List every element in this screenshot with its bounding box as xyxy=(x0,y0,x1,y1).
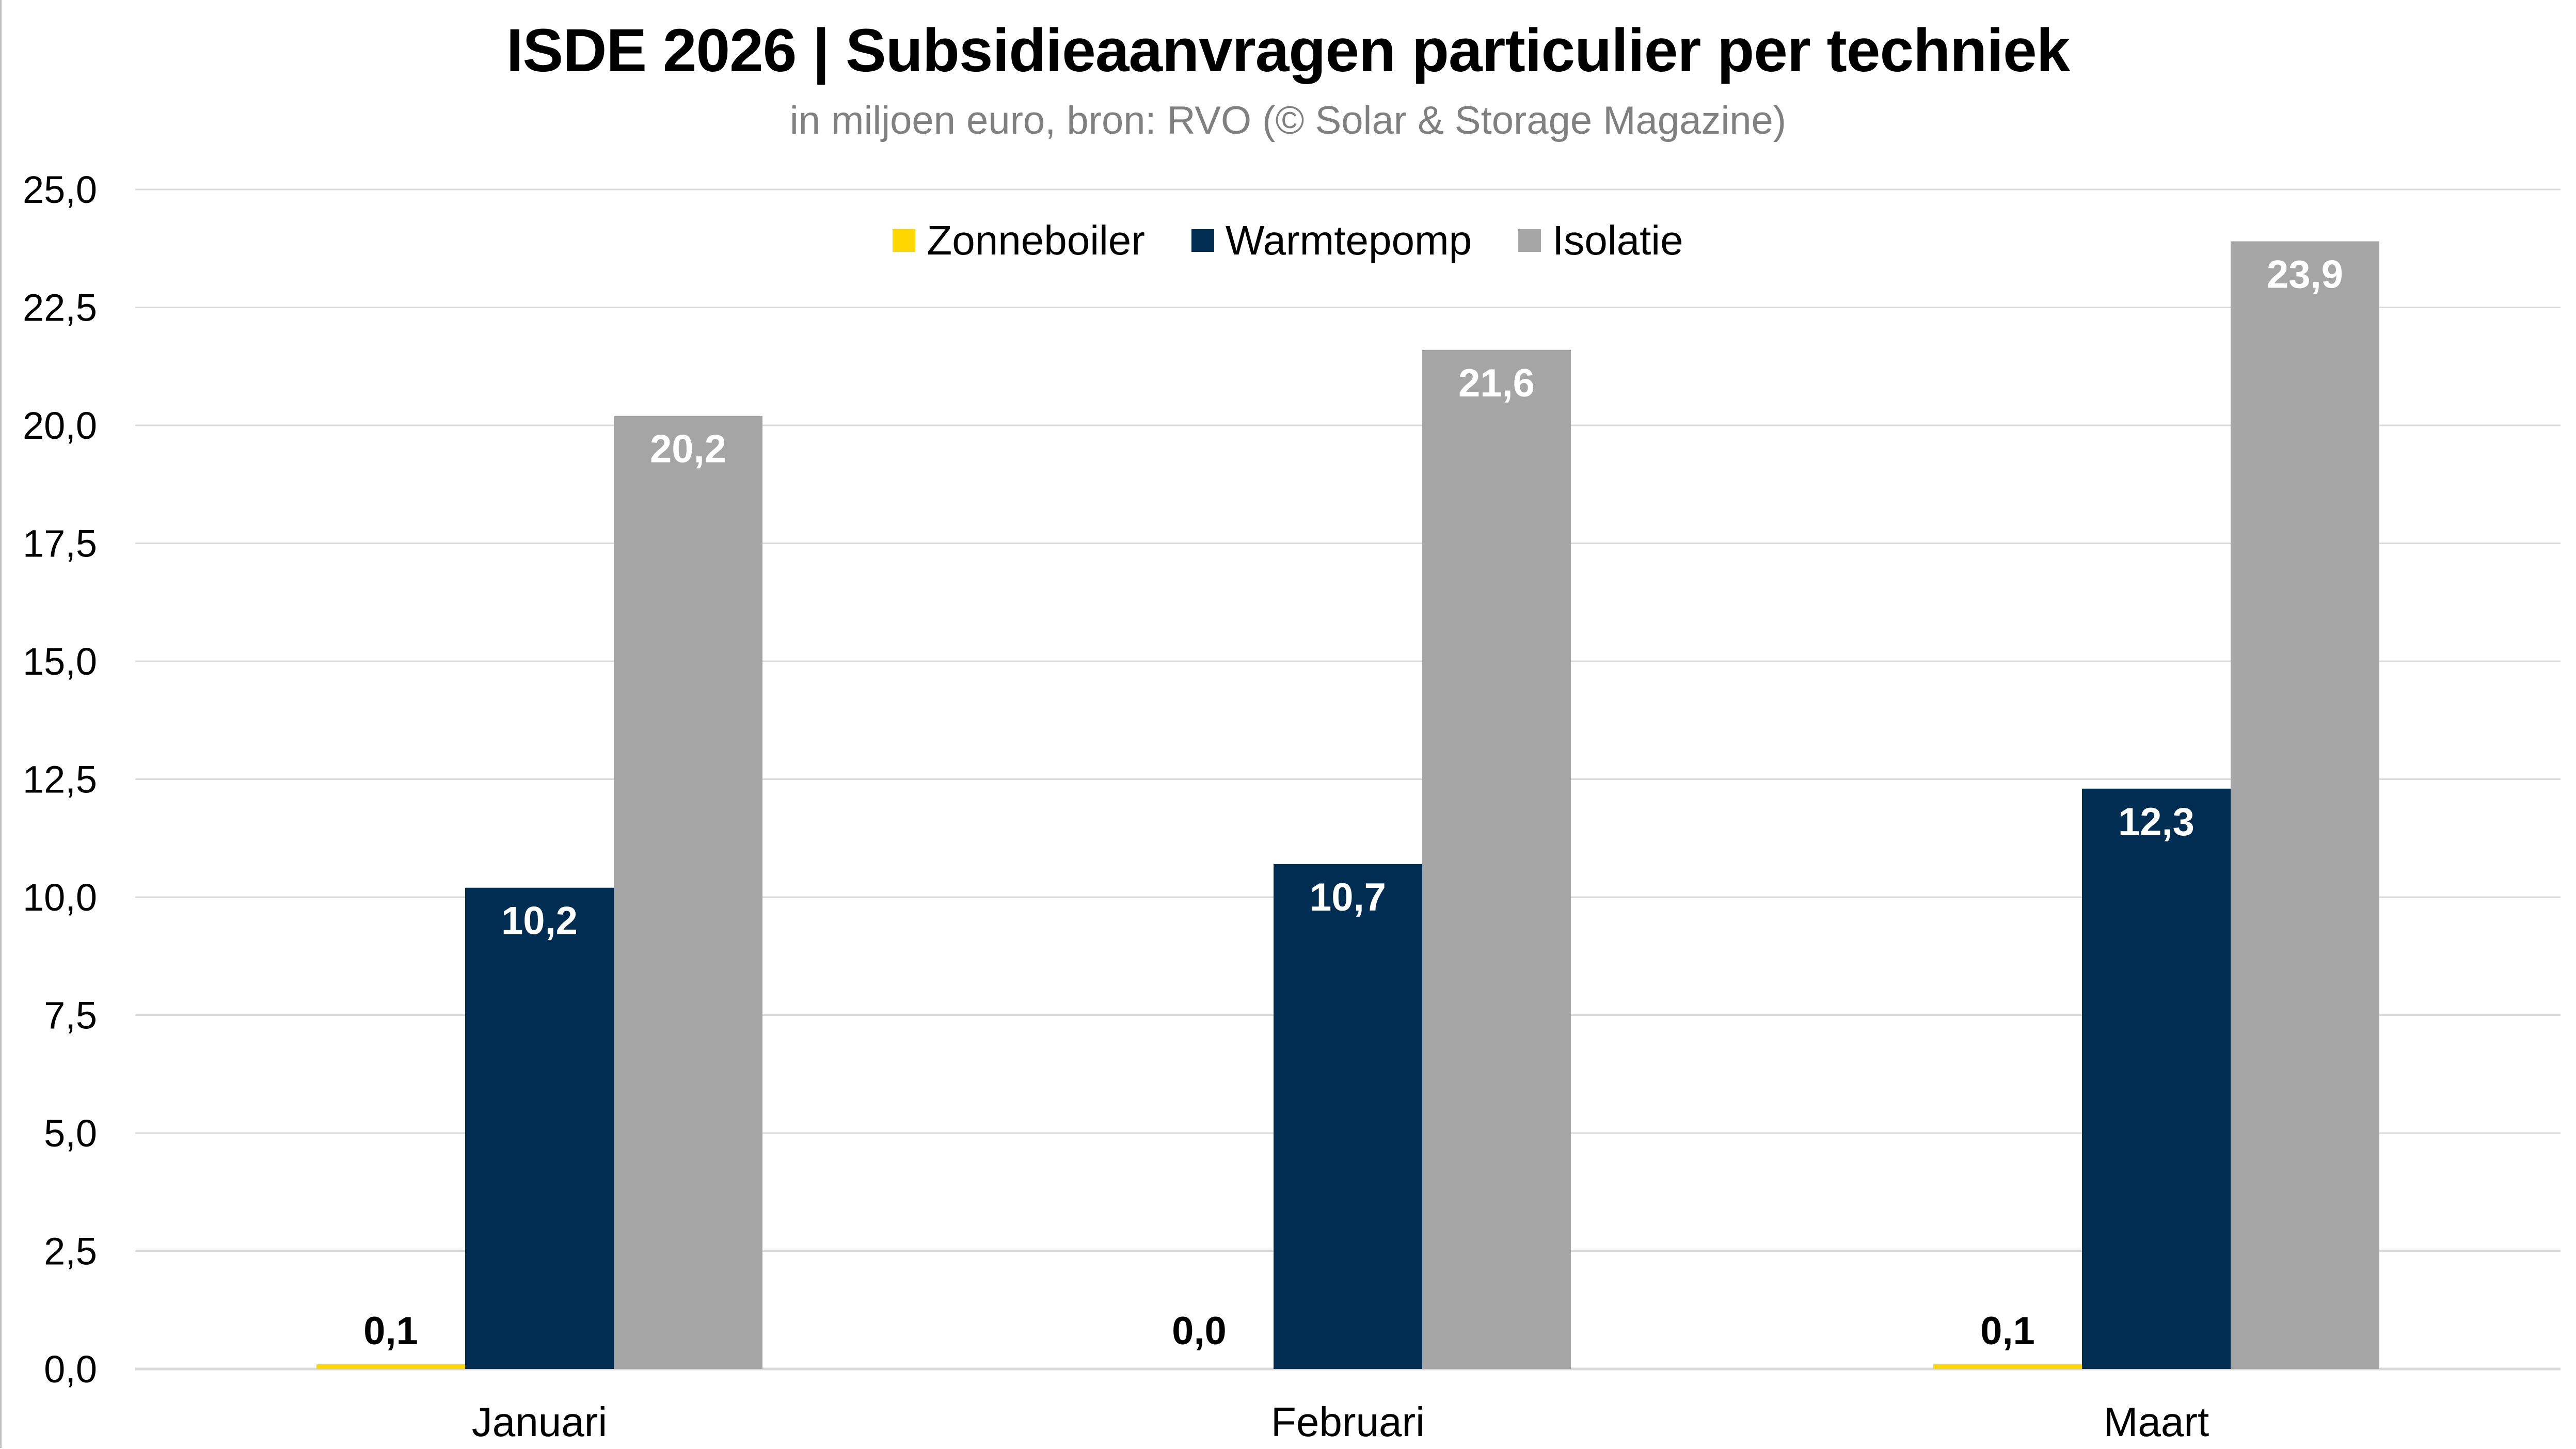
bar-zonneboiler-januari xyxy=(316,1364,465,1369)
legend-swatch-isolatie xyxy=(1518,229,1541,252)
bar-zonneboiler-maart xyxy=(1933,1364,2082,1369)
y-tick-label: 2,5 xyxy=(44,1230,97,1273)
y-tick-label: 17,5 xyxy=(23,522,97,565)
legend-swatch-warmtepomp xyxy=(1191,229,1214,252)
bar-isolatie-januari xyxy=(614,416,762,1369)
chart-subtitle: in miljoen euro, bron: RVO (© Solar & St… xyxy=(789,99,1787,142)
legend-label-isolatie: Isolatie xyxy=(1552,217,1683,263)
bar-warmtepomp-januari xyxy=(465,887,614,1369)
data-label: 23,9 xyxy=(2267,253,2343,297)
data-labels: 0,1 10,2 20,2 0,0 10,7 21,6 0,1 12,3 23,9 xyxy=(363,253,2343,1353)
data-label: 0,1 xyxy=(1980,1309,2035,1353)
data-label: 0,0 xyxy=(1172,1309,1227,1353)
data-label: 12,3 xyxy=(2118,800,2195,844)
bar-isolatie-maart xyxy=(2231,241,2379,1369)
data-label: 21,6 xyxy=(1458,361,1535,405)
legend-label-warmtepomp: Warmtepomp xyxy=(1225,217,1472,263)
bar-warmtepomp-maart xyxy=(2082,788,2231,1369)
bar-isolatie-februari xyxy=(1422,349,1571,1369)
x-tick-label: Februari xyxy=(1271,1399,1425,1445)
y-axis: 0,0 2,5 5,0 7,5 10,0 12,5 15,0 17,5 20,0 22,5 25,0 xyxy=(23,168,97,1391)
x-axis: Januari Februari Maart xyxy=(472,1399,2209,1445)
y-tick-label: 7,5 xyxy=(44,994,97,1037)
legend-label-zonneboiler: Zonneboiler xyxy=(927,217,1145,263)
bars xyxy=(316,241,2379,1369)
y-tick-label: 22,5 xyxy=(23,286,97,329)
y-tick-label: 0,0 xyxy=(44,1348,97,1391)
data-label: 10,7 xyxy=(1310,875,1386,919)
legend-item-isolatie: Isolatie xyxy=(1518,217,1683,264)
data-label: 10,2 xyxy=(501,899,578,943)
data-label: 20,2 xyxy=(650,427,726,471)
y-tick-label: 12,5 xyxy=(23,758,97,801)
data-label: 0,1 xyxy=(363,1309,418,1353)
y-tick-label: 25,0 xyxy=(23,168,97,211)
legend: Zonneboiler Warmtepomp Isolatie xyxy=(0,217,2576,264)
legend-item-warmtepomp: Warmtepomp xyxy=(1191,217,1472,264)
x-tick-label: Januari xyxy=(472,1399,607,1445)
bar-warmtepomp-februari xyxy=(1274,864,1422,1369)
legend-item-zonneboiler: Zonneboiler xyxy=(893,217,1145,264)
y-tick-label: 20,0 xyxy=(23,404,97,447)
legend-swatch-zonneboiler xyxy=(893,229,916,252)
y-tick-label: 10,0 xyxy=(23,876,97,919)
y-tick-label: 5,0 xyxy=(44,1112,97,1155)
chart-title: ISDE 2026 | Subsidieaanvragen particulie… xyxy=(506,17,2071,85)
y-tick-label: 15,0 xyxy=(23,640,97,683)
x-tick-label: Maart xyxy=(2104,1399,2209,1445)
